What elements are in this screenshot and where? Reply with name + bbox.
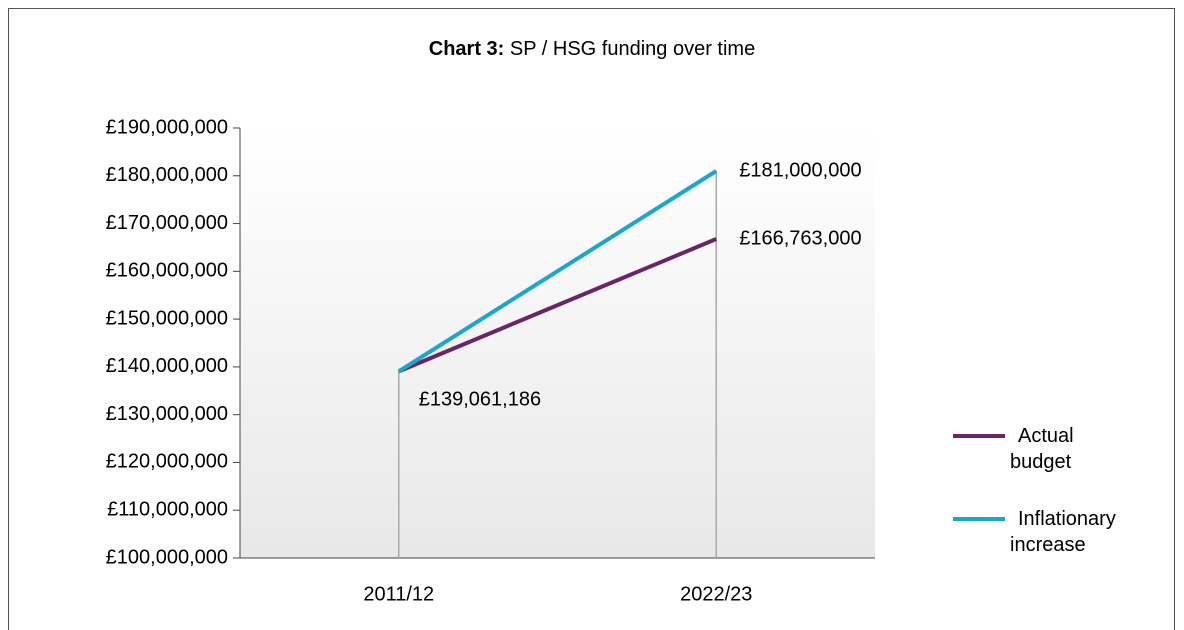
y-tick-label: £180,000,000	[106, 164, 228, 186]
data-label: £181,000,000	[739, 159, 861, 181]
legend-label: Inflationary increase	[1010, 508, 1116, 556]
y-tick-label: £110,000,000	[107, 499, 228, 521]
chart-border	[8, 8, 1175, 630]
y-tick-label: £140,000,000	[106, 355, 228, 377]
series-line	[397, 169, 718, 374]
y-tick-label: £120,000,000	[106, 451, 228, 473]
x-tick-label: 2022/23	[680, 583, 752, 605]
data-label: £139,061,186	[419, 389, 541, 411]
y-tick-label: £170,000,000	[106, 212, 228, 234]
plot-area	[240, 128, 875, 558]
x-tick-label: 2011/12	[363, 583, 434, 605]
data-label: £166,763,000	[739, 227, 861, 249]
chart-title: Chart 3: SP / HSG funding over time	[429, 38, 755, 60]
series-line	[397, 237, 718, 374]
y-tick-label: £130,000,000	[106, 403, 228, 425]
y-tick-label: £150,000,000	[106, 307, 228, 329]
title-text: SP / HSG funding over time	[510, 38, 755, 60]
y-tick-label: £100,000,000	[106, 546, 228, 568]
title-prefix: Chart 3:	[429, 38, 505, 60]
y-tick-label: £160,000,000	[106, 260, 228, 282]
legend-label: Actual budget	[1010, 425, 1074, 473]
y-tick-label: £190,000,000	[106, 116, 228, 138]
